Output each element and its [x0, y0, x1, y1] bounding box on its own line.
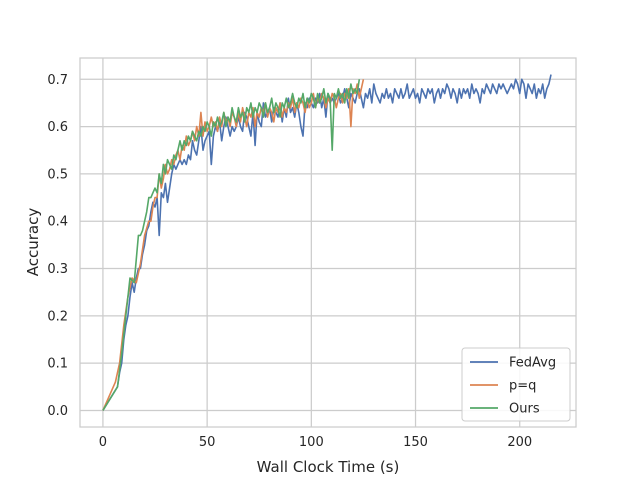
x-tick-label: 200 — [507, 435, 532, 450]
legend-entries: FedAvg p=q Ours — [470, 356, 556, 417]
series-line-p-q — [102, 79, 365, 411]
legend: FedAvg p=q Ours — [461, 347, 571, 422]
y-tick-label: 0.6 — [47, 120, 68, 135]
series-lines — [102, 74, 552, 411]
y-tick-label: 0.3 — [47, 262, 68, 277]
grid — [80, 58, 576, 427]
tick-labels: 0 50 100 150 200 0.0 0.1 0.2 0.3 0.4 0.5 0.6 0.7 — [47, 73, 532, 450]
y-tick-label: 0.5 — [47, 167, 68, 182]
legend-label: p=q — [509, 379, 536, 394]
x-tick-label: 150 — [403, 435, 428, 450]
series-line-ours — [102, 79, 361, 411]
x-tick-label: 100 — [299, 435, 324, 450]
y-tick-label: 0.1 — [47, 357, 68, 372]
y-tick-label: 0.2 — [47, 309, 68, 324]
legend-label: Ours — [509, 402, 540, 417]
plot-frame — [79, 57, 577, 428]
x-tick-label: 50 — [199, 435, 216, 450]
y-tick-label: 0.7 — [47, 73, 68, 88]
x-axis-label: Wall Clock Time (s) — [257, 458, 400, 476]
y-axis-label: Accuracy — [24, 208, 42, 277]
legend-box — [461, 347, 571, 422]
legend-label: FedAvg — [509, 356, 556, 371]
y-tick-label: 0.4 — [47, 215, 68, 230]
y-tick-label: 0.0 — [47, 404, 68, 419]
x-tick-label: 0 — [99, 435, 107, 450]
